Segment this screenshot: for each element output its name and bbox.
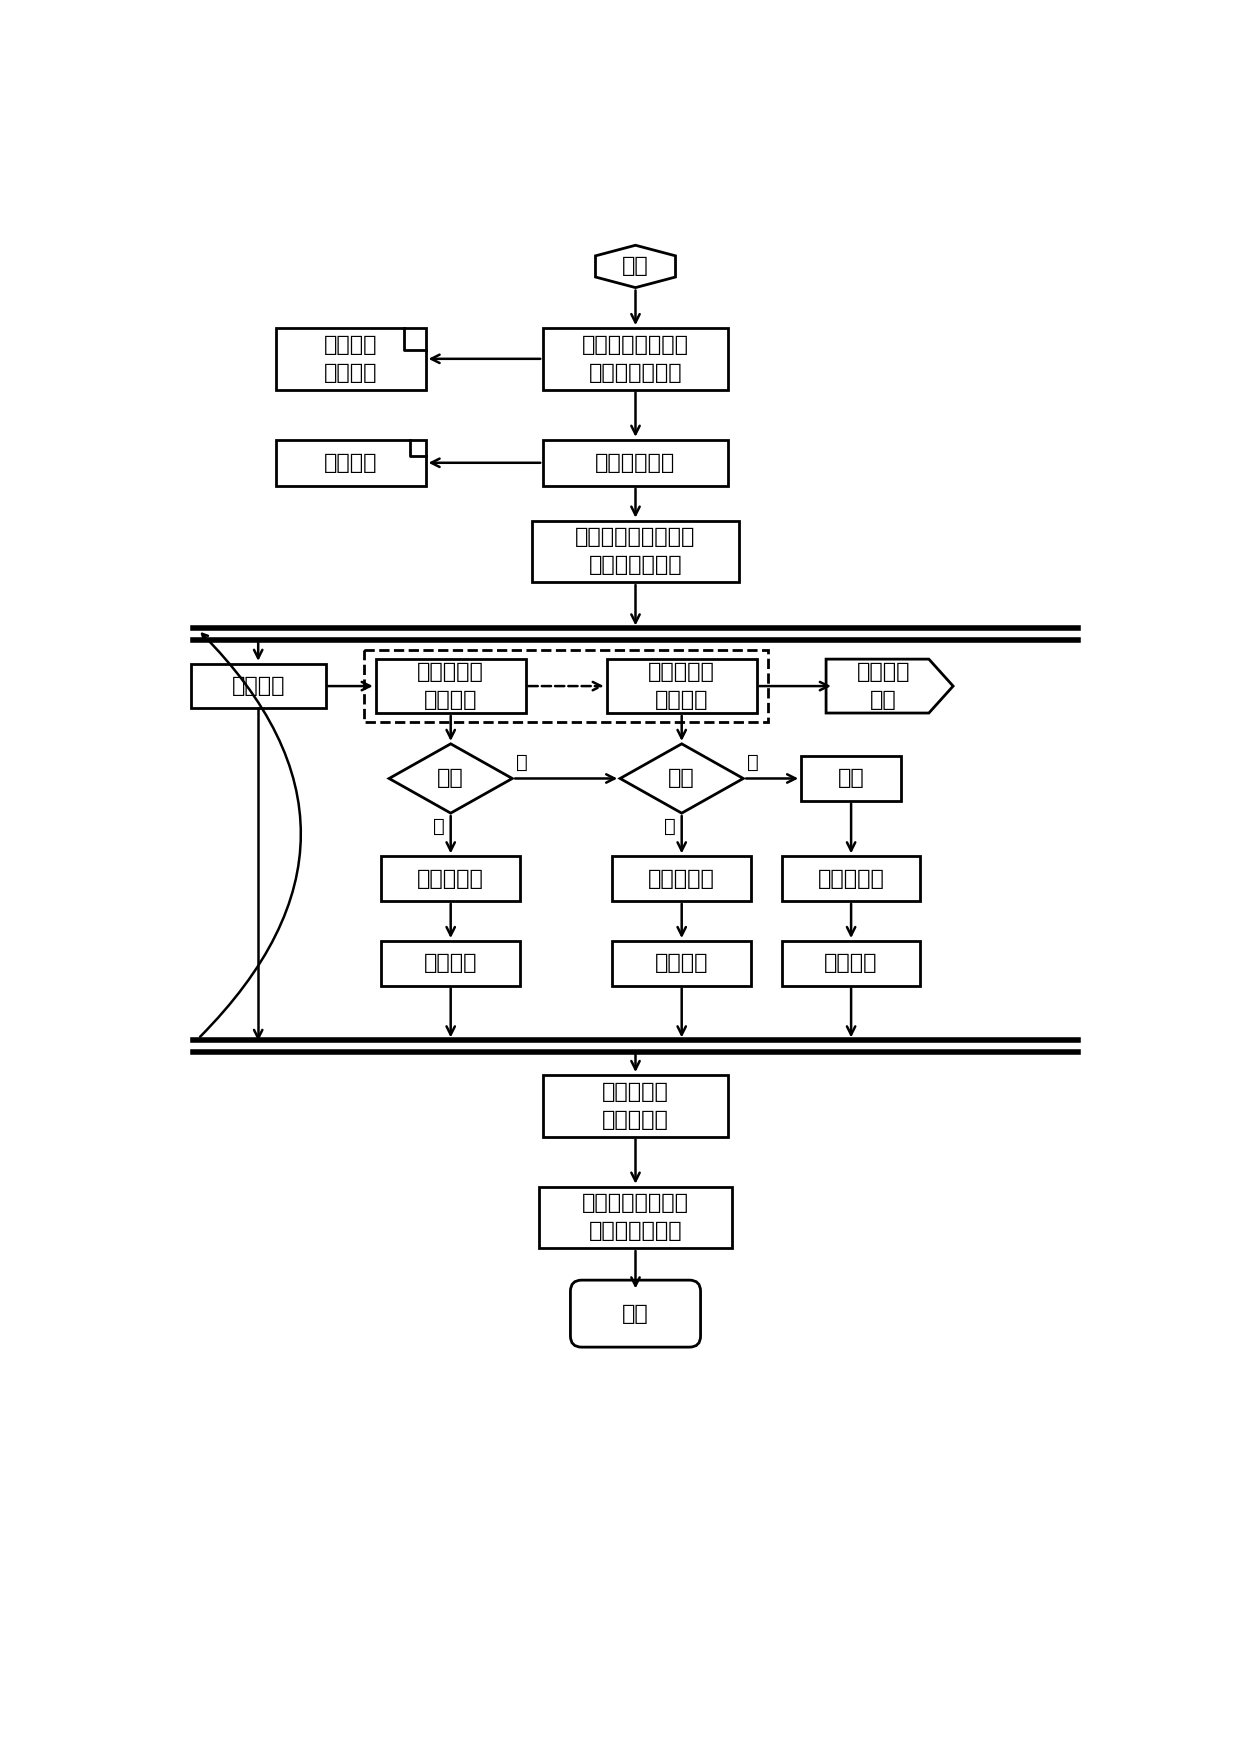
- Text: 维护新加入的制造
资源等消息节点: 维护新加入的制造 资源等消息节点: [582, 336, 689, 383]
- Bar: [781, 941, 920, 986]
- Text: 结束: 结束: [622, 1304, 649, 1323]
- Text: 是: 是: [433, 817, 444, 836]
- Bar: [606, 659, 756, 713]
- Text: 基于心跳协议的负载
均衡与故障诊断: 基于心跳协议的负载 均衡与故障诊断: [575, 527, 696, 576]
- Bar: [613, 941, 751, 986]
- Text: 执行过滤与
路由算法: 执行过滤与 路由算法: [649, 663, 715, 710]
- Text: 消息压缩: 消息压缩: [424, 953, 477, 974]
- Bar: [365, 650, 769, 722]
- Bar: [543, 440, 728, 485]
- Polygon shape: [826, 659, 954, 713]
- Polygon shape: [620, 744, 743, 814]
- Text: 加入消息簇: 加入消息簇: [418, 868, 484, 889]
- Bar: [613, 856, 751, 901]
- Bar: [539, 1186, 732, 1249]
- Text: 消息压缩: 消息压缩: [825, 953, 878, 974]
- Text: 是: 是: [663, 817, 676, 836]
- Bar: [376, 659, 526, 713]
- Bar: [543, 1075, 728, 1137]
- Text: 加入消息簇: 加入消息簇: [649, 868, 715, 889]
- Text: 开始: 开始: [622, 256, 649, 277]
- Text: 匹配: 匹配: [668, 769, 696, 788]
- Bar: [382, 941, 520, 986]
- Bar: [275, 329, 425, 390]
- Text: 消息节点接收消息
后进行业务处理: 消息节点接收消息 后进行业务处理: [582, 1193, 689, 1242]
- Bar: [275, 440, 425, 485]
- Text: 否: 否: [748, 753, 759, 772]
- Polygon shape: [389, 744, 512, 814]
- Text: 消息压缩: 消息压缩: [655, 953, 708, 974]
- Text: 广播: 广播: [838, 769, 864, 788]
- Bar: [382, 856, 520, 901]
- Text: 匹配: 匹配: [438, 769, 464, 788]
- Text: 消息特征
集合: 消息特征 集合: [857, 663, 910, 710]
- Bar: [801, 756, 901, 802]
- Text: 加入消息簇: 加入消息簇: [817, 868, 884, 889]
- Bar: [191, 664, 326, 708]
- Bar: [532, 520, 739, 583]
- Text: 消息节点
在线列表: 消息节点 在线列表: [324, 336, 377, 383]
- Polygon shape: [595, 245, 676, 287]
- Bar: [781, 856, 920, 901]
- FancyBboxPatch shape: [570, 1280, 701, 1348]
- Bar: [543, 329, 728, 390]
- Text: 订阅列表: 订阅列表: [324, 452, 377, 473]
- Text: 执行过滤与
路由算法: 执行过滤与 路由算法: [418, 663, 484, 710]
- Text: 接收消息: 接收消息: [232, 676, 285, 696]
- Text: 否: 否: [516, 753, 528, 772]
- Text: 维护订阅主题: 维护订阅主题: [595, 452, 676, 473]
- Text: 发送到网卡
传送缓冲区: 发送到网卡 传送缓冲区: [603, 1082, 668, 1130]
